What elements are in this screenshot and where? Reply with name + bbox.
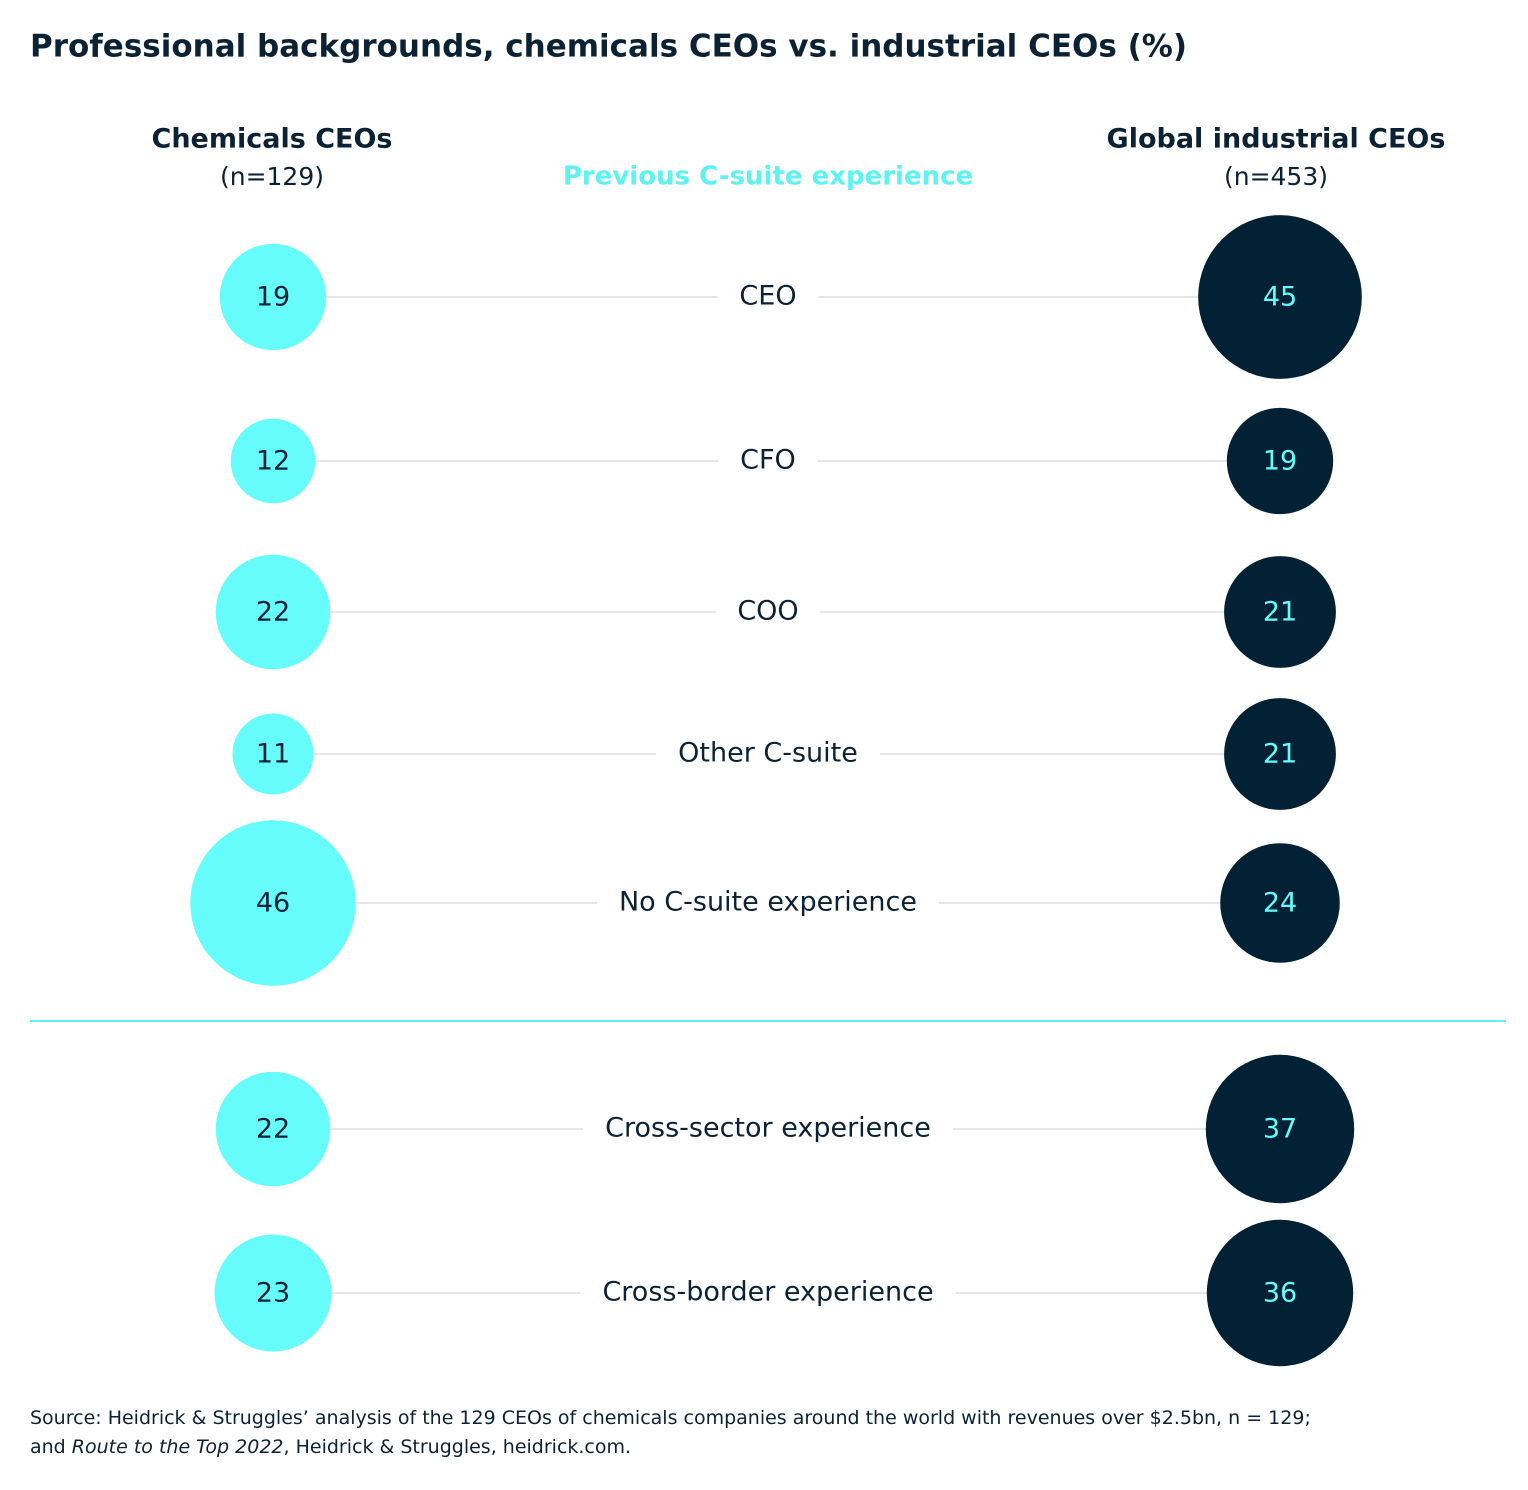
value-label: 46 <box>256 888 290 919</box>
category-label: Cross-border experience <box>602 1277 933 1308</box>
value-label: 45 <box>1263 282 1297 313</box>
bubble <box>219 243 327 351</box>
bubble <box>1205 1054 1355 1204</box>
category-label: Other C-suite <box>678 738 858 769</box>
source-line: Source: Heidrick & Struggles’ analysis o… <box>30 1407 1311 1429</box>
label-bg <box>718 444 818 476</box>
bubble <box>1224 698 1336 810</box>
bubble <box>190 820 356 986</box>
label-bg <box>583 1112 953 1144</box>
value-label: 12 <box>256 446 290 477</box>
source-title: Route to the Top 2022 <box>72 1436 284 1458</box>
value-label: 21 <box>1263 597 1297 628</box>
value-label: 22 <box>256 597 290 628</box>
value-label: 23 <box>256 1278 290 1309</box>
bubble <box>232 713 314 795</box>
source-text: , Heidrick & Struggles, heidrick.com. <box>284 1436 632 1458</box>
legend-left-note: (n=129) <box>220 162 324 191</box>
category-label: CFO <box>740 445 796 476</box>
label-bg <box>596 886 940 918</box>
legend-right: Global industrial CEOs <box>1107 124 1446 155</box>
bubble <box>214 1234 332 1352</box>
bubble <box>1224 556 1336 668</box>
bubble <box>230 418 316 504</box>
legend-left: Chemicals CEOs <box>152 124 393 155</box>
value-label: 37 <box>1263 1114 1297 1145</box>
bubble <box>1226 407 1334 515</box>
bubble <box>1206 1219 1354 1367</box>
bubble <box>1198 215 1362 379</box>
bubble <box>1220 843 1340 963</box>
category-label: CEO <box>739 281 796 312</box>
bubble <box>215 1071 331 1187</box>
legend-right-note: (n=453) <box>1224 162 1328 191</box>
source-text: Source: Heidrick & Struggles’ analysis o… <box>30 1407 1311 1429</box>
category-header: Previous C-suite experience <box>563 162 973 192</box>
rows: CEO 19 45 CFO 12 19 COO 22 21 Other C-suite 11 21 No… <box>190 215 1362 1367</box>
label-bg <box>656 737 880 769</box>
label-bg <box>717 280 819 312</box>
chart-title: Professional backgrounds, chemicals CEOs… <box>30 29 1187 65</box>
source-line: and Route to the Top 2022, Heidrick & St… <box>30 1436 631 1458</box>
source-text: and <box>30 1436 72 1458</box>
value-label: 36 <box>1263 1278 1297 1309</box>
category-label: Cross-sector experience <box>605 1113 931 1144</box>
category-label: COO <box>737 596 798 627</box>
value-label: 21 <box>1263 739 1297 770</box>
category-label: No C-suite experience <box>619 887 917 918</box>
label-bg <box>580 1276 956 1308</box>
value-label: 19 <box>1263 446 1297 477</box>
value-label: 24 <box>1263 888 1297 919</box>
value-label: 22 <box>256 1114 290 1145</box>
label-bg <box>715 595 821 627</box>
bubble <box>215 554 331 670</box>
value-label: 11 <box>256 739 290 770</box>
value-label: 19 <box>256 282 290 313</box>
